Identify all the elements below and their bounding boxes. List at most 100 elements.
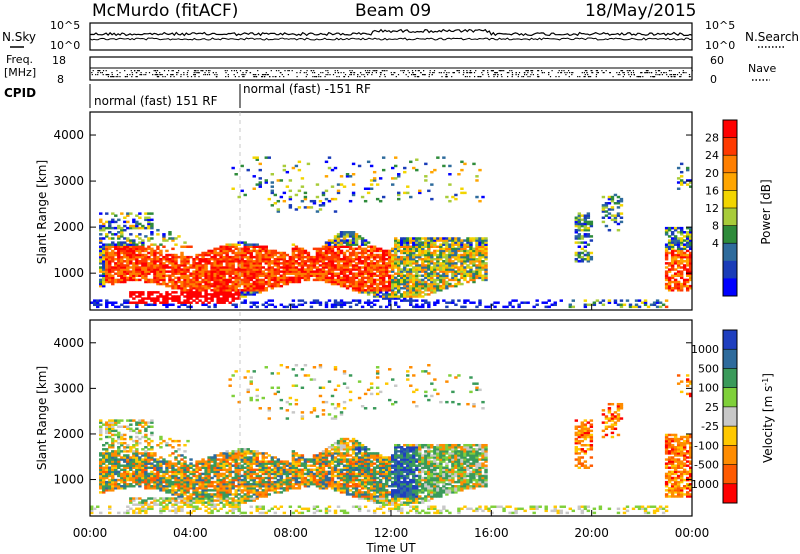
heatmap-cell bbox=[177, 286, 181, 290]
heatmap-cell bbox=[354, 299, 359, 302]
heatmap-cell bbox=[159, 253, 163, 257]
heatmap-cell bbox=[333, 255, 338, 259]
heatmap-cell bbox=[282, 282, 287, 286]
heatmap-cell bbox=[171, 299, 175, 302]
freq-dot bbox=[633, 74, 635, 76]
heatmap-cell bbox=[285, 266, 290, 269]
heatmap-cell bbox=[129, 423, 133, 426]
heatmap-cell bbox=[357, 257, 362, 261]
heatmap-cell bbox=[378, 177, 383, 180]
heatmap-cell bbox=[294, 268, 299, 271]
heatmap-cell bbox=[150, 480, 154, 484]
heatmap-cell bbox=[273, 282, 278, 286]
heatmap-cell bbox=[168, 280, 172, 284]
heatmap-cell bbox=[237, 255, 241, 259]
heatmap-cell bbox=[216, 276, 220, 280]
heatmap-cell bbox=[99, 257, 103, 261]
heatmap-cell bbox=[171, 255, 175, 259]
heatmap-cell bbox=[415, 243, 419, 246]
heatmap-cell bbox=[351, 173, 356, 176]
heatmap-cell bbox=[439, 286, 443, 290]
heatmap-cell bbox=[342, 274, 347, 278]
heatmap-cell bbox=[117, 454, 121, 457]
heatmap-cell bbox=[267, 282, 271, 286]
heatmap-cell bbox=[688, 257, 693, 261]
freq-dot bbox=[369, 70, 371, 72]
heatmap-cell bbox=[457, 280, 461, 284]
heatmap-cell bbox=[442, 278, 446, 282]
heatmap-cell bbox=[378, 280, 383, 284]
heatmap-cell bbox=[135, 460, 139, 463]
heatmap-cell bbox=[372, 247, 377, 251]
heatmap-cell bbox=[439, 245, 443, 248]
freq-dot bbox=[380, 74, 382, 76]
heatmap-cell bbox=[387, 297, 392, 300]
heatmap-cell bbox=[153, 276, 157, 280]
heatmap-cell bbox=[168, 466, 172, 469]
heatmap-cell bbox=[126, 485, 130, 488]
heatmap-cell bbox=[102, 482, 106, 486]
heatmap-cell bbox=[195, 507, 199, 511]
freq-dot bbox=[97, 72, 99, 74]
heatmap-cell bbox=[670, 289, 675, 292]
heatmap-cell bbox=[454, 262, 458, 265]
heatmap-cell bbox=[282, 164, 287, 168]
heatmap-cell bbox=[180, 284, 184, 288]
heatmap-cell bbox=[141, 260, 145, 263]
heatmap-cell bbox=[192, 280, 196, 284]
heatmap-cell bbox=[378, 249, 383, 253]
heatmap-cell bbox=[195, 284, 199, 288]
freq-dot bbox=[136, 70, 139, 72]
heatmap-cell bbox=[276, 280, 281, 284]
freq-dot bbox=[660, 72, 662, 74]
heatmap-cell bbox=[291, 303, 296, 307]
heatmap-cell bbox=[258, 257, 262, 261]
heatmap-cell bbox=[189, 493, 193, 496]
freq-dot bbox=[641, 72, 643, 74]
heatmap-cell bbox=[291, 276, 296, 280]
heatmap-cell bbox=[433, 270, 437, 273]
heatmap-cell bbox=[111, 425, 115, 428]
freq-dot bbox=[463, 70, 465, 72]
heatmap-cell bbox=[391, 255, 395, 259]
freq-dot bbox=[412, 74, 414, 76]
heatmap-cell bbox=[466, 270, 470, 273]
heatmap-cell bbox=[454, 284, 458, 288]
heatmap-cell bbox=[478, 199, 482, 203]
freq-dot bbox=[202, 70, 204, 72]
heatmap-cell bbox=[120, 233, 124, 236]
heatmap-cell bbox=[381, 253, 386, 257]
heatmap-cell bbox=[147, 297, 151, 300]
heatmap-cell bbox=[102, 460, 106, 463]
heatmap-cell bbox=[339, 299, 344, 302]
heatmap-cell bbox=[183, 264, 187, 267]
heatmap-cell bbox=[586, 253, 591, 257]
freq-dot bbox=[501, 76, 503, 78]
heatmap-cell bbox=[409, 274, 413, 278]
heatmap-cell bbox=[270, 276, 275, 280]
heatmap-cell bbox=[105, 456, 109, 459]
heatmap-cell bbox=[174, 462, 178, 465]
heatmap-cell bbox=[403, 257, 407, 261]
heatmap-cell bbox=[147, 266, 151, 269]
heatmap-cell bbox=[258, 247, 262, 251]
heatmap-cell bbox=[177, 454, 181, 457]
heatmap-cell bbox=[132, 301, 136, 304]
heatmap-cell bbox=[177, 476, 181, 480]
heatmap-cell bbox=[442, 268, 446, 271]
freq-dot bbox=[564, 72, 566, 74]
heatmap-cell bbox=[117, 435, 121, 439]
heatmap-cell bbox=[150, 293, 154, 296]
heatmap-cell bbox=[153, 264, 157, 267]
heatmap-cell bbox=[418, 251, 422, 255]
heatmap-cell bbox=[469, 249, 473, 253]
heatmap-cell bbox=[264, 286, 268, 290]
heatmap-cell bbox=[454, 282, 458, 286]
heatmap-cell bbox=[159, 249, 163, 253]
heatmap-cell bbox=[406, 280, 410, 284]
heatmap-cell bbox=[363, 268, 368, 271]
heatmap-cell bbox=[168, 266, 172, 269]
heatmap-cell bbox=[150, 266, 154, 269]
heatmap-cell bbox=[427, 305, 431, 309]
heatmap-cell bbox=[267, 266, 271, 269]
